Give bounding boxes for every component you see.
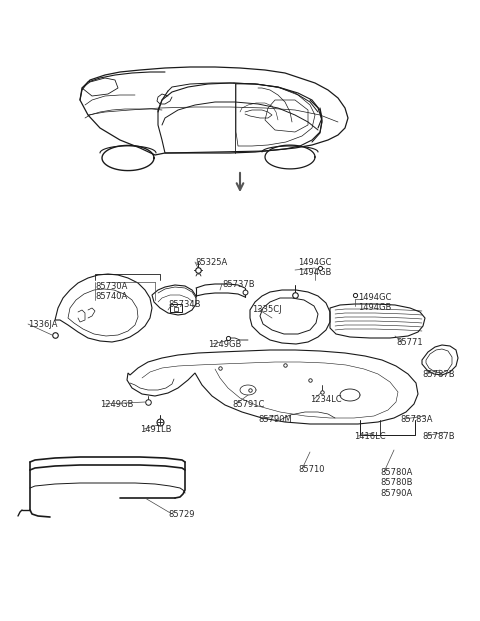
Text: 1234LC: 1234LC [310, 395, 342, 404]
Text: 85787B: 85787B [422, 432, 455, 441]
Text: 85734B: 85734B [168, 300, 201, 309]
Text: 1249GB: 1249GB [208, 340, 241, 349]
Text: 1494GC
1494GB: 1494GC 1494GB [358, 293, 391, 312]
Text: 1336JA: 1336JA [28, 320, 58, 329]
Text: 85791C: 85791C [232, 400, 264, 409]
Text: 1416LC: 1416LC [354, 432, 385, 441]
Text: 85730A
85740A: 85730A 85740A [95, 282, 127, 301]
Text: 85790M: 85790M [258, 415, 292, 424]
Text: 85710: 85710 [298, 465, 324, 474]
Text: 85771: 85771 [396, 338, 422, 347]
Text: 1335CJ: 1335CJ [252, 305, 282, 314]
Text: 85787B: 85787B [422, 370, 455, 379]
Text: 1491LB: 1491LB [140, 425, 171, 434]
Text: 85729: 85729 [168, 510, 194, 519]
Text: 1494GC
1494GB: 1494GC 1494GB [298, 258, 331, 278]
Text: 85783A: 85783A [400, 415, 432, 424]
Text: 85780A
85780B
85790A: 85780A 85780B 85790A [380, 468, 412, 498]
Text: 85325A: 85325A [195, 258, 227, 267]
Text: 85737B: 85737B [222, 280, 254, 289]
Text: 1249GB: 1249GB [100, 400, 133, 409]
